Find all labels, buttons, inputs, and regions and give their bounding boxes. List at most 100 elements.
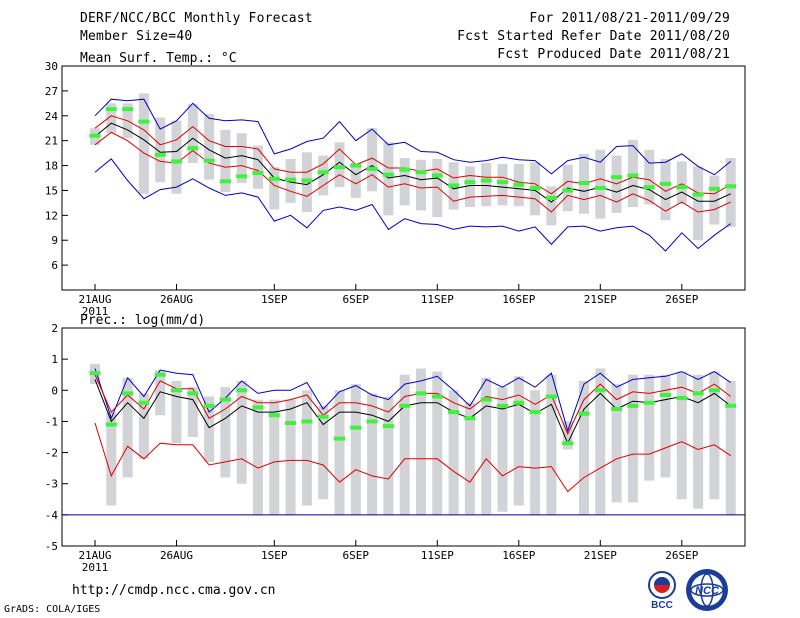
precipitation-spread-box: [530, 390, 541, 515]
precipitation-spread-box: [171, 380, 182, 444]
precipitation-ytick-label: 1: [51, 353, 58, 366]
precipitation-obs-marker: [252, 405, 264, 410]
temperature-ytick-label: 15: [45, 184, 58, 197]
precipitation-frame: [61, 327, 746, 547]
temperature-xtick-label: 26AUG: [160, 293, 193, 306]
temperature-xtick-label: 16SEP: [502, 293, 535, 306]
temperature-obs-marker: [708, 186, 720, 191]
temperature-spread-box: [693, 166, 704, 241]
precipitation-obs-marker: [317, 414, 329, 419]
precipitation-xtick-label: 21AUG: [78, 549, 111, 562]
precipitation-spread-box: [464, 402, 475, 515]
precipitation-spread-box: [204, 396, 215, 462]
temperature-xtick-label: 21SEP: [584, 293, 617, 306]
temperature-obs-marker: [660, 181, 671, 186]
temperature-obs-marker: [627, 173, 639, 178]
precipitation-spread-box: [644, 374, 655, 481]
precipitation-spread-box: [253, 399, 263, 515]
precipitation-inner-lower-line: [94, 422, 731, 493]
precipitation-obs-marker: [545, 394, 557, 399]
temperature-spread-box: [187, 104, 198, 164]
precipitation-obs-marker: [660, 392, 671, 397]
temperature-obs-marker: [545, 195, 557, 200]
precipitation-spread-box: [269, 399, 280, 515]
precipitation-obs-marker: [154, 372, 166, 377]
precipitation-obs-marker: [268, 413, 280, 418]
temperature-spread-box: [660, 158, 671, 221]
precipitation-obs-marker: [236, 388, 248, 393]
temperature-spread-box: [481, 163, 492, 207]
temperature-inner-upper-line: [94, 115, 731, 195]
temperature-ytick-label: 9: [51, 234, 58, 247]
temperature-obs-marker: [301, 178, 313, 183]
temperature-spread-box: [464, 166, 475, 208]
precipitation-spread-box: [432, 371, 443, 515]
precipitation-obs-marker: [448, 410, 460, 415]
temperature-obs-marker: [578, 180, 590, 185]
temperature-obs-marker: [513, 182, 525, 187]
precipitation-obs-marker: [203, 403, 215, 408]
precipitation-spread-box: [627, 374, 638, 503]
temperature-obs-marker: [285, 177, 297, 182]
precipitation-obs-marker: [219, 397, 231, 402]
precipitation-ytick-label: -4: [45, 509, 59, 522]
precipitation-obs-marker: [105, 422, 117, 427]
temperature-ytick-label: 24: [45, 110, 59, 123]
temperature-ytick-label: 30: [45, 60, 58, 73]
forecast-period: For 2011/08/21-2011/09/29: [529, 11, 730, 26]
precipitation-inner-upper-line: [94, 374, 732, 436]
precipitation-spread-box: [187, 387, 198, 437]
temperature-obs-marker: [268, 176, 280, 181]
ncc-logo: NCC: [686, 569, 728, 611]
precipitation-obs-marker: [415, 391, 427, 396]
precipitation-spread-box: [301, 390, 312, 506]
temperature-spread-box: [676, 161, 687, 204]
temperature-spread-box: [269, 167, 280, 210]
precipitation-obs-marker: [676, 396, 688, 401]
produced-date: Fcst Produced Date 2011/08/21: [497, 47, 730, 62]
precipitation-obs-marker: [562, 441, 574, 446]
temperature-obs-marker: [317, 170, 329, 175]
precipitation-ytick-label: -3: [45, 478, 58, 491]
precipitation-obs-marker: [578, 411, 590, 416]
grads-credit: GrADS: COLA/IGES: [4, 604, 101, 615]
temperature-xtick-year: 2011: [82, 305, 109, 318]
precipitation-xtick-year: 2011: [82, 561, 109, 574]
precipitation-obs-marker: [301, 419, 313, 424]
temperature-spread-box: [236, 133, 247, 183]
temperature-obs-marker: [415, 170, 427, 175]
temperature-obs-marker: [562, 188, 574, 193]
temperature-xtick-label: 6SEP: [343, 293, 370, 306]
source-url[interactable]: http://cmdp.ncc.cma.gov.cn: [72, 583, 276, 598]
temperature-obs-marker: [171, 159, 182, 164]
precipitation-xtick-label: 26SEP: [665, 549, 698, 562]
precipitation-xtick-label: 6SEP: [343, 549, 370, 562]
temperature-obs-marker: [236, 174, 248, 179]
precipitation-obs-marker: [187, 391, 199, 396]
precipitation-spread-box: [122, 377, 133, 478]
temperature-obs-marker: [350, 163, 362, 168]
temperature-spread-box: [138, 93, 149, 194]
temperature-spread-box: [725, 158, 736, 227]
precipitation-spread-box: [334, 390, 345, 515]
temperature-obs-marker: [497, 180, 508, 185]
temperature-spread-box: [546, 186, 557, 226]
temperature-spread-box: [432, 158, 443, 217]
precipitation-obs-marker: [382, 424, 394, 429]
precipitation-spread-box: [448, 390, 459, 515]
temperature-xtick-label: 11SEP: [421, 293, 454, 306]
temperature-obs-marker: [366, 166, 378, 171]
temperature-spread-box: [709, 175, 720, 225]
temperature-spread-box: [383, 142, 394, 216]
precipitation-spread-box: [513, 376, 524, 506]
precipitation-spread-box: [709, 371, 720, 500]
temperature-obs-marker: [643, 185, 655, 190]
precipitation-obs-marker: [594, 388, 606, 393]
temperature-obs-marker: [431, 173, 443, 178]
temperature-spread-box: [497, 163, 508, 206]
precipitation-spread-box: [318, 405, 329, 500]
bcc-logo: BCC: [648, 571, 676, 610]
temperature-obs-marker: [529, 185, 541, 190]
precipitation-obs-marker: [171, 388, 182, 393]
temperature-outer-lower-line: [94, 158, 731, 252]
